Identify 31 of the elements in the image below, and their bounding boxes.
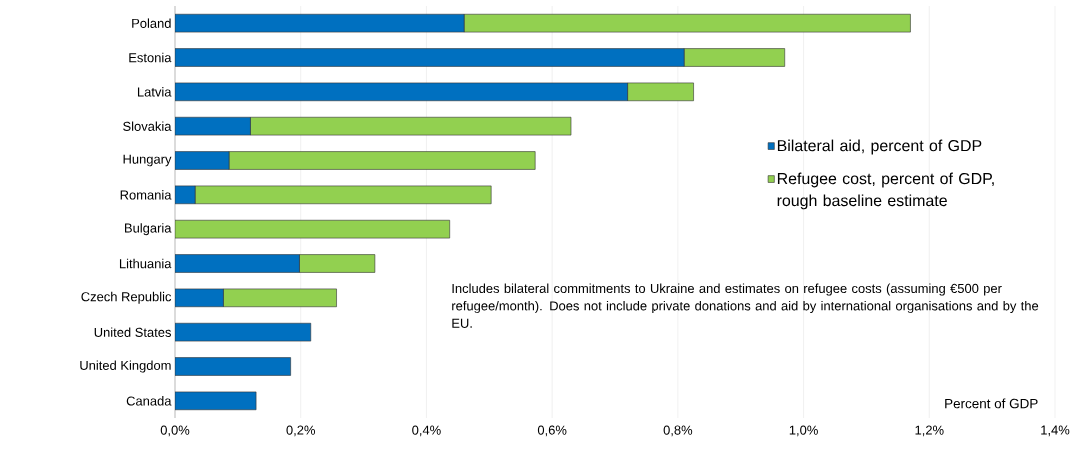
y-tick-label: United Kingdom <box>80 360 171 373</box>
bar <box>228 151 536 170</box>
bar <box>175 151 230 170</box>
y-tick-label: Hungary <box>123 154 172 167</box>
y-tick-label: United States <box>94 327 171 337</box>
x-tick-label: 0,6% <box>537 425 567 437</box>
y-tick-label: Romania <box>120 190 172 200</box>
y-tick-label: Slovakia <box>123 121 172 131</box>
x-tick-label: 0,2% <box>286 425 316 437</box>
x-tick-label: 1,0% <box>789 425 818 437</box>
y-tick-label: Lithuania <box>119 258 172 269</box>
y-tick-label: Canada <box>126 396 172 406</box>
x-axis-title: Percent of GDP <box>945 398 1038 409</box>
legend-label: Bilateral aid, percent of GDP <box>777 139 982 155</box>
x-tick-label: 0,0% <box>160 425 190 437</box>
y-tick-label: Bulgaria <box>125 223 172 236</box>
y-tick-label: Latvia <box>137 87 172 97</box>
bar <box>175 48 685 67</box>
legend-label: Refugee cost, percent of GDP, rough baseline estimate <box>777 172 994 210</box>
bar <box>683 48 786 67</box>
y-tick-label: Czech Republic <box>81 291 172 304</box>
bar <box>299 254 376 273</box>
x-tick-label: 1,4% <box>1041 425 1070 437</box>
x-tick-label: 0,8% <box>663 425 693 437</box>
y-tick-label: Estonia <box>129 52 172 63</box>
x-tick-label: 0,4% <box>412 425 441 437</box>
y-tick-label: Poland <box>132 18 171 28</box>
bar <box>175 254 300 273</box>
annotation: Includes bilateral commitments to Ukraine and estimates on refugee costs (assuming €500 per refugee/month). Does not include private donations and aid by international organisations and by the EU. <box>452 283 1039 328</box>
x-tick-label: 1,2% <box>915 425 944 437</box>
bar <box>175 357 291 376</box>
